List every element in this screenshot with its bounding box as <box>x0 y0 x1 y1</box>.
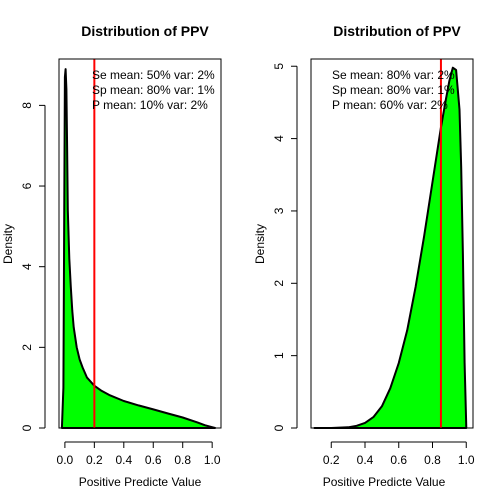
annotation-text: Sp mean: 80% var: 1% <box>332 83 455 97</box>
annotation-text: P mean: 60% var: 2% <box>332 98 448 112</box>
y-tick-label: 0 <box>20 424 34 431</box>
chart-right: Distribution of PPV Positive Predicte Va… <box>253 23 475 489</box>
y-tick-label: 6 <box>20 182 34 189</box>
annotation-text: P mean: 10% var: 2% <box>92 98 208 112</box>
y-tick-label: 8 <box>20 102 34 109</box>
x-tick-label: 0.2 <box>86 453 103 467</box>
density-area <box>313 66 468 429</box>
y-tick-label: 0 <box>272 424 286 431</box>
x-axis-label: Positive Predicte Value <box>79 475 202 489</box>
chart-title: Distribution of PPV <box>333 23 461 39</box>
chart-title: Distribution of PPV <box>81 23 209 39</box>
x-tick-label: 1.0 <box>458 453 475 467</box>
y-axis-label: Density <box>1 224 15 264</box>
x-tick-label: 0.0 <box>57 453 74 467</box>
y-tick-label: 2 <box>20 344 34 351</box>
x-tick-label: 0.4 <box>357 453 374 467</box>
x-tick-label: 0.4 <box>115 453 132 467</box>
x-tick-label: 0.6 <box>145 453 162 467</box>
annotation-text: Sp mean: 80% var: 1% <box>92 83 215 97</box>
y-axis-label: Density <box>253 224 267 264</box>
x-tick-label: 0.6 <box>390 453 407 467</box>
x-tick-label: 0.8 <box>424 453 441 467</box>
chart-left: Distribution of PPV Positive Predicte Va… <box>1 23 222 489</box>
y-tick-label: 2 <box>272 280 286 287</box>
x-tick-label: 0.8 <box>174 453 191 467</box>
annotation-text: Se mean: 50% var: 2% <box>92 68 215 82</box>
plot-frame <box>58 58 222 429</box>
y-tick-label: 4 <box>20 263 34 270</box>
y-tick-label: 5 <box>272 63 286 70</box>
density-area <box>60 68 217 429</box>
x-tick-label: 1.0 <box>204 453 221 467</box>
x-tick-label: 0.2 <box>323 453 340 467</box>
y-tick-label: 3 <box>272 207 286 214</box>
y-tick-label: 1 <box>272 352 286 359</box>
y-tick-label: 4 <box>272 135 286 142</box>
x-axis-label: Positive Predicte Value <box>323 475 446 489</box>
annotation-text: Se mean: 80% var: 2% <box>332 68 455 82</box>
plot-frame <box>310 58 474 429</box>
